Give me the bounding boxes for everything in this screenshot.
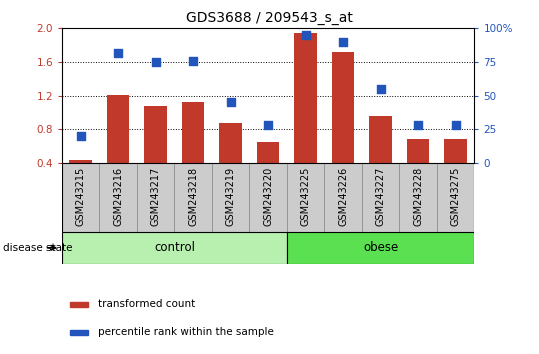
Text: transformed count: transformed count bbox=[98, 298, 195, 309]
Text: disease state: disease state bbox=[3, 243, 72, 253]
Point bbox=[151, 59, 160, 65]
Bar bbox=[144, 105, 167, 163]
Bar bbox=[437, 163, 474, 232]
Bar bbox=[62, 163, 100, 232]
Bar bbox=[212, 163, 250, 232]
Text: GSM243225: GSM243225 bbox=[301, 166, 310, 225]
Text: GSM243217: GSM243217 bbox=[151, 166, 161, 225]
Point bbox=[226, 99, 235, 105]
Text: GSM243218: GSM243218 bbox=[188, 166, 198, 225]
Point bbox=[301, 32, 310, 38]
Text: GSM243215: GSM243215 bbox=[75, 166, 86, 225]
Point bbox=[339, 39, 348, 45]
Bar bbox=[287, 163, 324, 232]
Text: GSM243227: GSM243227 bbox=[376, 166, 385, 225]
Bar bbox=[62, 232, 287, 264]
Point bbox=[376, 86, 385, 92]
Bar bbox=[287, 232, 474, 264]
Bar bbox=[369, 116, 392, 163]
Point bbox=[114, 50, 122, 55]
Bar bbox=[332, 52, 354, 163]
Point bbox=[451, 122, 460, 128]
Text: GSM243219: GSM243219 bbox=[226, 166, 236, 225]
Bar bbox=[399, 163, 437, 232]
Bar bbox=[137, 163, 175, 232]
Point bbox=[77, 133, 85, 139]
Text: GSM243275: GSM243275 bbox=[451, 166, 461, 225]
Bar bbox=[175, 163, 212, 232]
Text: GSM243216: GSM243216 bbox=[113, 166, 123, 225]
Bar bbox=[324, 163, 362, 232]
Bar bbox=[362, 163, 399, 232]
Bar bbox=[70, 330, 87, 336]
Text: GSM243228: GSM243228 bbox=[413, 166, 423, 225]
Text: GSM243220: GSM243220 bbox=[263, 166, 273, 225]
Bar bbox=[257, 142, 279, 163]
Bar bbox=[444, 139, 467, 163]
Bar bbox=[294, 33, 317, 163]
Point bbox=[264, 122, 273, 128]
Bar bbox=[107, 95, 129, 163]
Text: percentile rank within the sample: percentile rank within the sample bbox=[98, 327, 274, 337]
Point bbox=[414, 122, 423, 128]
Bar bbox=[100, 163, 137, 232]
Text: obese: obese bbox=[363, 241, 398, 254]
Bar bbox=[407, 139, 430, 163]
Text: control: control bbox=[154, 241, 195, 254]
Text: GDS3688 / 209543_s_at: GDS3688 / 209543_s_at bbox=[186, 11, 353, 25]
Bar bbox=[182, 102, 204, 163]
Bar bbox=[70, 302, 87, 307]
Point bbox=[189, 58, 197, 63]
Bar bbox=[250, 163, 287, 232]
Bar bbox=[70, 160, 92, 163]
Text: GSM243226: GSM243226 bbox=[338, 166, 348, 225]
Bar bbox=[219, 123, 242, 163]
